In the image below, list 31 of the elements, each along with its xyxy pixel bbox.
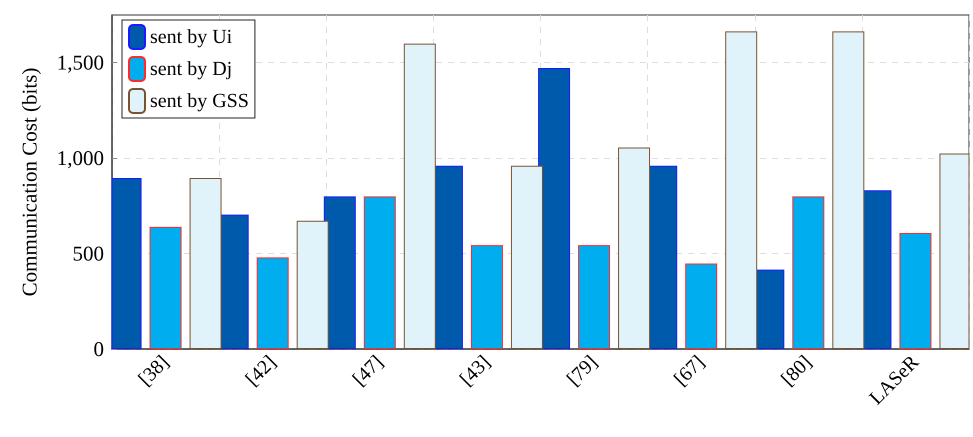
- x-tick-label: [80]: [776, 351, 816, 390]
- legend-label: sent by Dj: [150, 58, 232, 80]
- bar: [618, 147, 650, 349]
- x-tick-label: [43]: [456, 351, 495, 390]
- bar: [578, 245, 610, 349]
- bar: [685, 263, 718, 349]
- y-tick-label: 1,500: [56, 50, 104, 75]
- bar: [832, 31, 864, 349]
- bar: [404, 44, 436, 349]
- y-tick-label: 500: [72, 242, 104, 266]
- bar: [190, 178, 222, 349]
- bar: [510, 166, 543, 349]
- y-axis-title: Communication Cost (bits): [18, 68, 42, 296]
- bar: [296, 220, 329, 349]
- legend-label: sent by Ui: [150, 26, 233, 48]
- bar: [150, 226, 182, 349]
- bar: [364, 196, 396, 349]
- legend-label: sent by GSS: [150, 90, 249, 112]
- bar: [725, 31, 758, 349]
- bar: [538, 68, 570, 349]
- x-tick-label: [38]: [134, 351, 174, 390]
- x-tick-label: [47]: [348, 351, 388, 390]
- y-tick-label: 0: [94, 337, 104, 361]
- bar: [792, 196, 824, 349]
- bar: [470, 245, 503, 349]
- x-tick-label: [67]: [670, 351, 709, 390]
- y-tick-label: 1,000: [56, 146, 104, 170]
- x-tick-label: [79]: [562, 351, 602, 390]
- x-tick-label: [42]: [241, 351, 280, 390]
- bar: [256, 257, 289, 349]
- bar: [899, 232, 932, 349]
